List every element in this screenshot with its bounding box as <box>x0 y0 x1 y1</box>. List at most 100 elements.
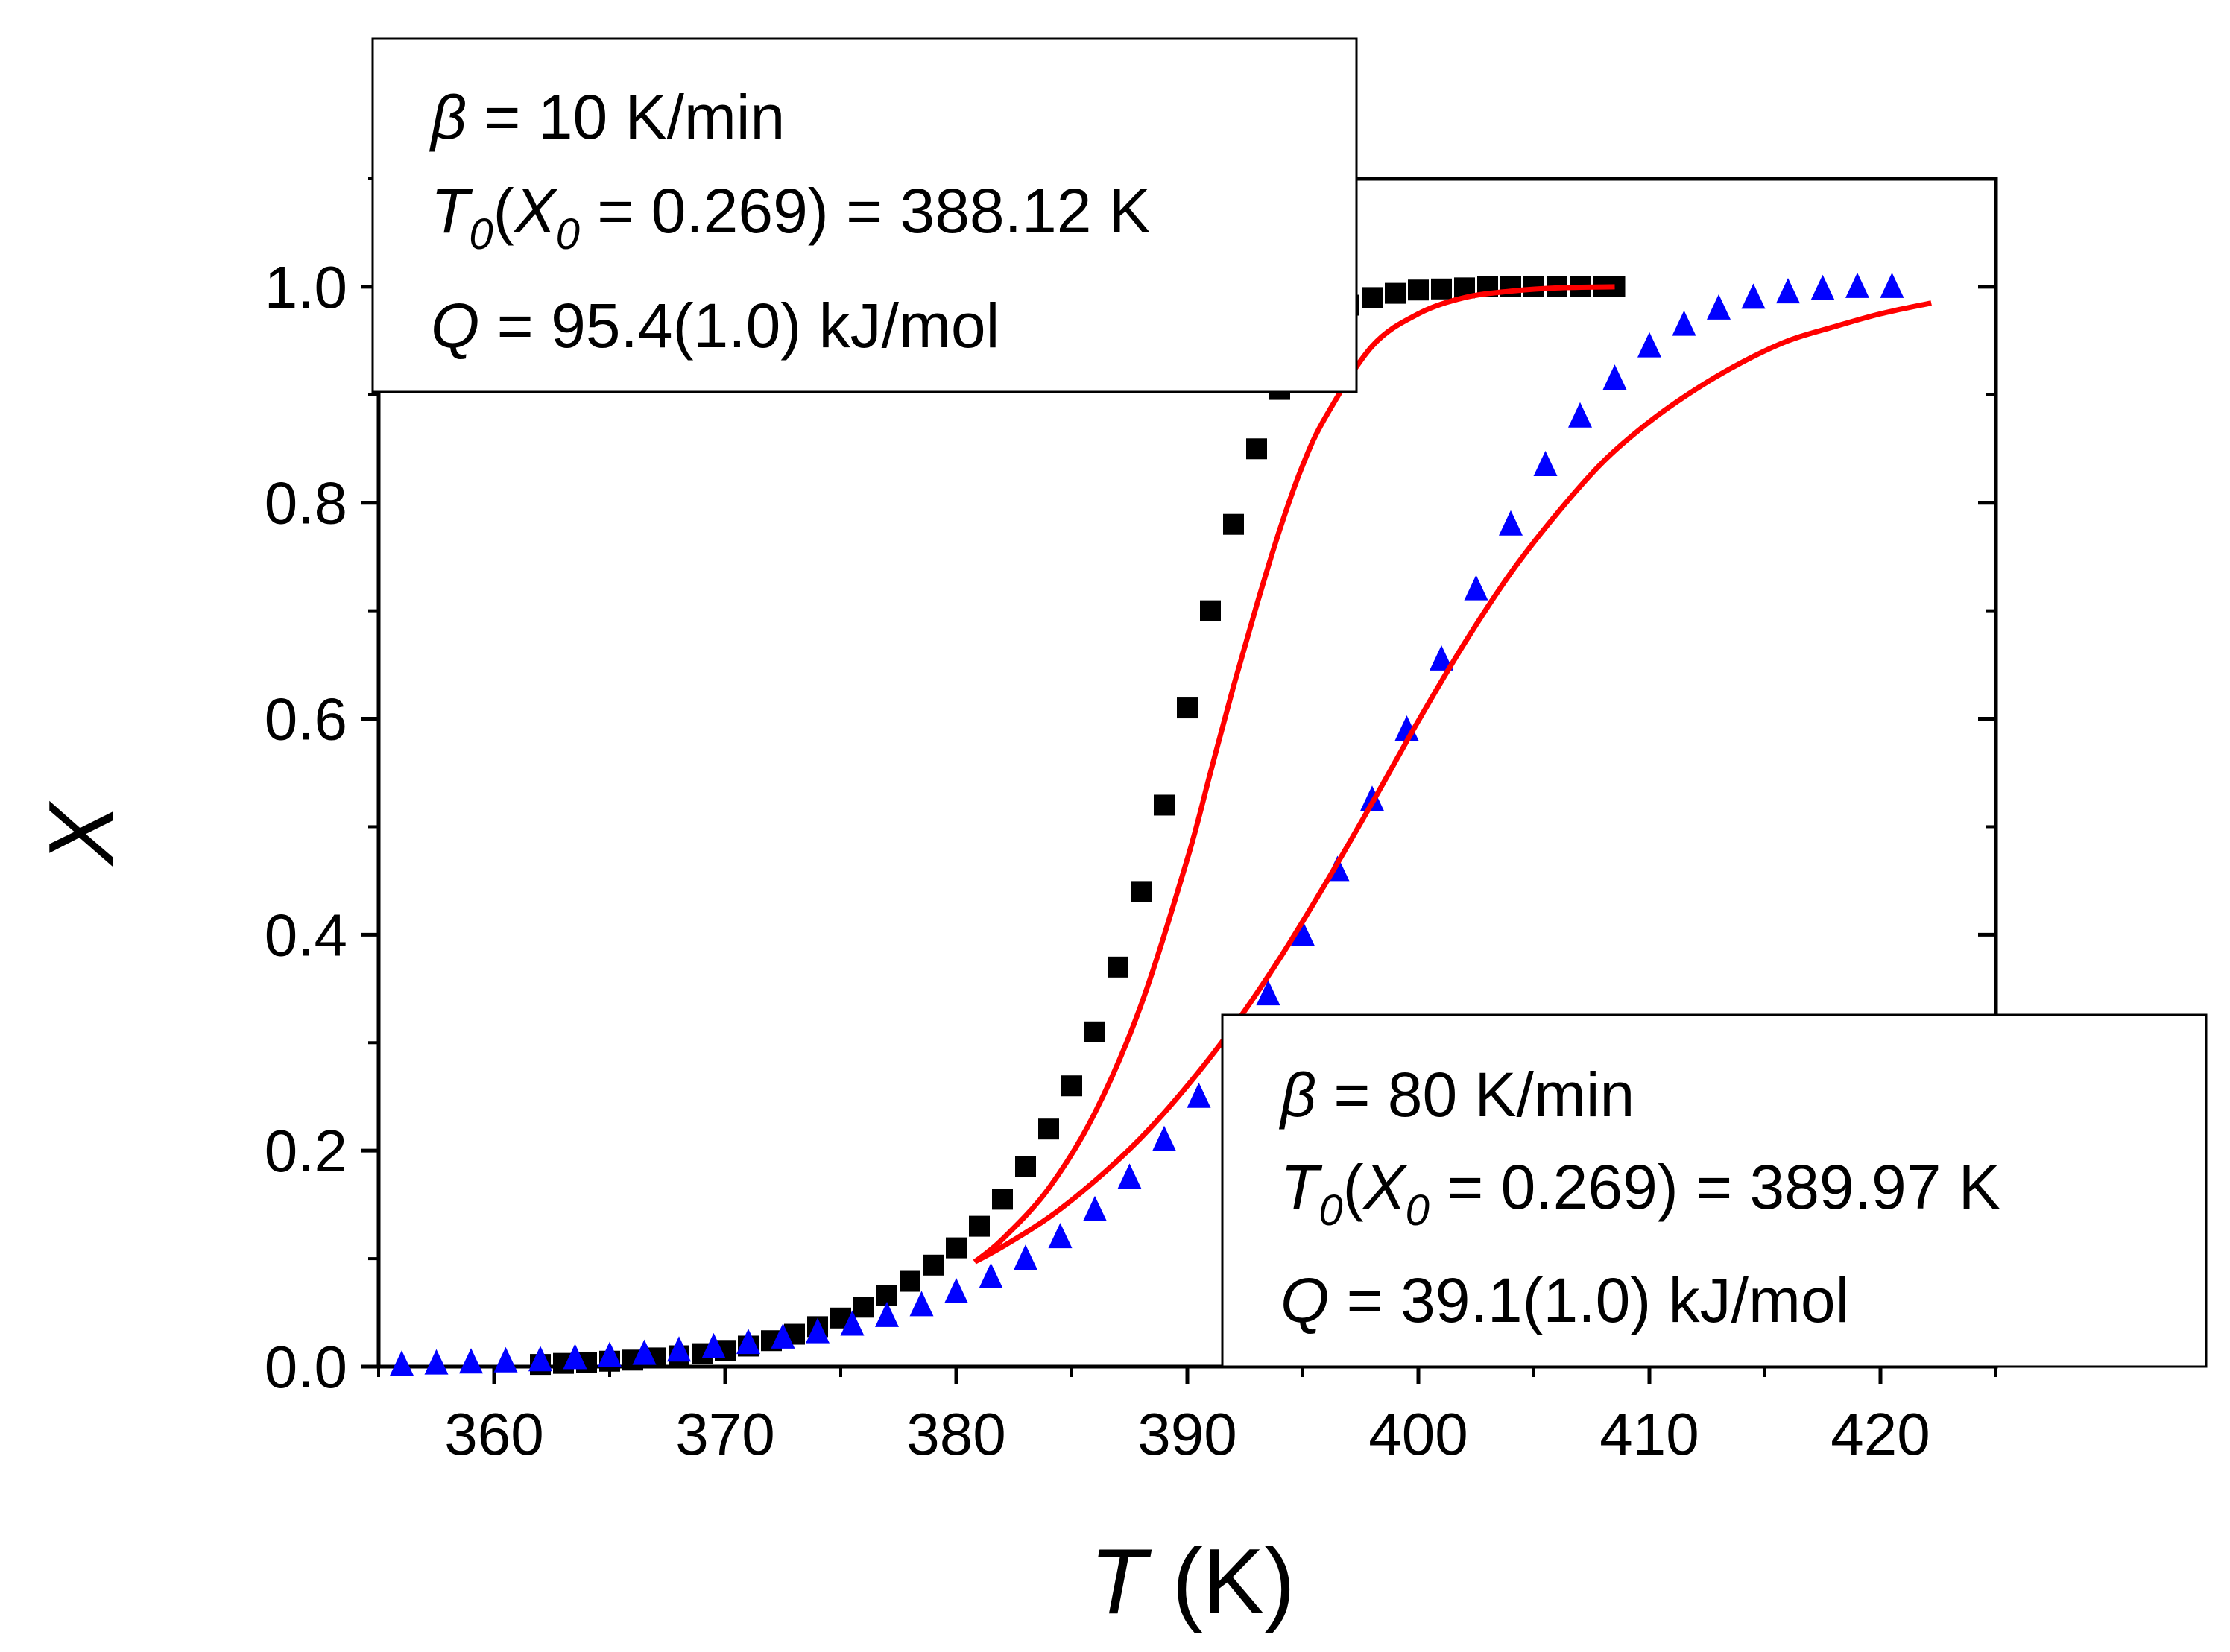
y-tick-label: 0.4 <box>265 902 347 968</box>
q-symbol: Q <box>431 291 479 361</box>
data-point-triangle <box>944 1278 968 1304</box>
data-point-triangle <box>840 1310 865 1336</box>
data-point-triangle <box>1256 980 1280 1006</box>
data-point-square <box>1362 287 1383 308</box>
annotation-box-80kmin-frame <box>1221 1013 2208 1368</box>
data-point-square <box>1223 513 1244 535</box>
data-point-triangle <box>1152 1125 1176 1151</box>
annotation-box-80kmin: β = 80 K/min T0(X0 = 0.269) = 389.97 K Q… <box>1221 1013 2208 1368</box>
data-point-square <box>969 1215 990 1237</box>
data-point-square <box>1431 278 1452 300</box>
t0-symbol: T <box>1280 1152 1323 1222</box>
data-point-triangle <box>1083 1195 1107 1221</box>
data-point-triangle <box>632 1339 657 1365</box>
data-point-square <box>1061 1075 1082 1097</box>
x-axis-label: T (K) <box>1090 1531 1295 1633</box>
data-point-triangle <box>1048 1223 1073 1249</box>
data-point-square <box>900 1270 920 1292</box>
beta-symbol: β <box>1278 1060 1316 1130</box>
y-tick-label: 0.6 <box>265 686 347 753</box>
data-point-square <box>992 1189 1013 1210</box>
data-point-triangle <box>1741 283 1766 309</box>
annotation-10kmin-q: Q = 95.4(1.0) kJ/mol <box>431 291 999 361</box>
t0-symbol: T <box>431 176 473 246</box>
y-tick-label: 0.0 <box>265 1334 347 1400</box>
x-axis-unit: (K) <box>1146 1531 1295 1633</box>
y-tick-label: 0.2 <box>265 1118 347 1184</box>
data-point-square <box>1015 1156 1036 1177</box>
annotation-box-10kmin-frame <box>371 37 1358 393</box>
data-point-triangle <box>875 1301 899 1327</box>
data-point-square <box>946 1237 967 1259</box>
data-point-triangle <box>806 1317 830 1344</box>
data-point-triangle <box>1845 272 1869 298</box>
x0-symbol: X <box>1362 1152 1408 1222</box>
data-point-square <box>1246 438 1267 460</box>
t0-paren: ( <box>493 176 514 246</box>
data-point-square <box>1108 956 1128 978</box>
data-point-triangle <box>1776 278 1800 304</box>
tick-labels: 360 370 380 390 400 410 420 0.0 0.2 0.4 0.6 0.8 1.0 <box>265 254 1930 1467</box>
data-point-triangle <box>424 1349 449 1375</box>
y-tick-label: 0.8 <box>265 470 347 537</box>
data-point-triangle <box>1602 364 1627 390</box>
x-tick-label: 390 <box>1137 1401 1236 1467</box>
data-point-triangle <box>1187 1082 1211 1108</box>
annotation-80kmin-q: Q = 39.1(1.0) kJ/mol <box>1280 1265 1849 1335</box>
data-point-square <box>1084 1021 1105 1042</box>
q-value: = 39.1(1.0) kJ/mol <box>1329 1265 1849 1335</box>
q-symbol: Q <box>1280 1265 1329 1335</box>
data-point-triangle <box>390 1350 414 1376</box>
y-tick-label: 1.0 <box>265 254 347 320</box>
annotation-80kmin-beta: β = 80 K/min <box>1278 1060 1634 1130</box>
data-point-triangle <box>667 1336 691 1362</box>
beta-value: = 80 K/min <box>1316 1060 1634 1130</box>
data-point-triangle <box>1117 1163 1142 1189</box>
data-point-triangle <box>1464 575 1488 601</box>
x0-subscript: 0 <box>556 210 580 259</box>
data-point-triangle <box>1672 310 1696 336</box>
annotation-box-10kmin: β = 10 K/min T0(X0 = 0.269) = 388.12 K Q… <box>371 37 1358 393</box>
data-point-triangle <box>1533 451 1558 477</box>
data-point-square <box>853 1297 874 1318</box>
data-point-triangle <box>1499 510 1523 536</box>
t0-subscript: 0 <box>1318 1186 1342 1235</box>
data-point-square <box>923 1254 944 1276</box>
data-point-triangle <box>493 1346 518 1373</box>
beta-value: = 10 K/min <box>467 82 785 152</box>
x-tick-label: 370 <box>675 1401 774 1467</box>
data-point-triangle <box>736 1329 760 1355</box>
x-axis-symbol: T <box>1090 1531 1152 1633</box>
data-point-triangle <box>598 1341 622 1367</box>
y-axis-label: X <box>31 800 133 867</box>
t0-value: = 0.269) = 388.12 K <box>580 176 1151 246</box>
fit-line <box>973 300 1932 1265</box>
x-tick-label: 420 <box>1831 1401 1930 1467</box>
data-point-triangle <box>1291 920 1315 946</box>
data-point-triangle <box>563 1344 587 1370</box>
data-point-triangle <box>459 1348 483 1374</box>
data-point-square <box>1038 1118 1059 1140</box>
q-value: = 95.4(1.0) kJ/mol <box>479 291 999 361</box>
t0-subscript: 0 <box>469 210 493 259</box>
annotation-80kmin-t0: T0(X0 = 0.269) = 389.97 K <box>1280 1152 2000 1235</box>
data-point-square <box>1408 279 1429 301</box>
data-point-triangle <box>979 1262 1003 1288</box>
beta-symbol: β <box>429 82 467 152</box>
data-point-triangle <box>1707 294 1731 320</box>
data-point-triangle <box>909 1291 934 1317</box>
x0-subscript: 0 <box>1406 1186 1430 1235</box>
x0-symbol: X <box>513 176 558 246</box>
t0-value: = 0.269) = 389.97 K <box>1430 1152 2000 1222</box>
data-point-square <box>1200 600 1221 621</box>
t0-paren: ( <box>1343 1152 1364 1222</box>
x-tick-label: 400 <box>1368 1401 1468 1467</box>
data-point-triangle <box>1637 332 1661 358</box>
annotation-10kmin-beta: β = 10 K/min <box>429 82 785 152</box>
fit-line <box>973 284 1615 1265</box>
data-point-triangle <box>771 1323 795 1349</box>
data-point-square <box>1385 282 1406 304</box>
x-tick-label: 360 <box>444 1401 543 1467</box>
data-point-triangle <box>528 1346 552 1372</box>
